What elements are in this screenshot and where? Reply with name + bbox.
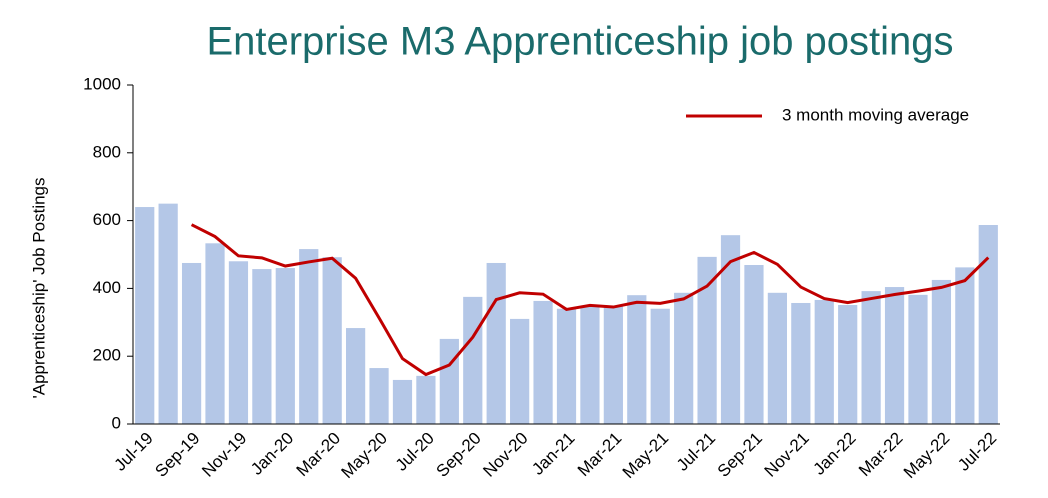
y-tick-label: 400	[93, 278, 121, 297]
y-tick-label: 600	[93, 210, 121, 229]
bar	[205, 243, 225, 424]
x-tick-label: Jul-20	[392, 429, 438, 475]
bar	[346, 328, 366, 424]
x-tick-label: Sep-19	[151, 429, 203, 481]
bar	[275, 268, 295, 424]
y-tick-label: 800	[93, 142, 121, 161]
y-tick-label: 0	[112, 413, 121, 432]
x-tick-label: Sep-20	[433, 429, 485, 481]
bar	[674, 292, 694, 424]
bar	[158, 203, 178, 424]
bar	[744, 265, 764, 424]
line	[190, 223, 990, 377]
bar	[486, 262, 506, 424]
x-tick-label: May-21	[619, 429, 673, 483]
x-tick-label: Mar-20	[293, 429, 345, 481]
bar	[533, 300, 553, 424]
bar	[463, 296, 483, 424]
bar	[299, 249, 319, 424]
x-tick-label: Nov-20	[479, 429, 531, 481]
bar	[580, 306, 600, 424]
bar	[978, 225, 998, 424]
x-tick-label: Nov-19	[198, 429, 250, 481]
x-tick-label: May-20	[338, 429, 392, 483]
x-tick-label: Mar-22	[855, 429, 907, 481]
bar	[556, 308, 577, 424]
x-tick-label: May-22	[900, 429, 954, 483]
bar	[392, 379, 413, 424]
bar	[439, 338, 459, 424]
bar	[627, 295, 647, 424]
x-tick-label: Jan-20	[247, 429, 297, 479]
bar	[884, 287, 905, 424]
x-tick-label: Mar-21	[574, 429, 626, 481]
y-tick-label: 200	[93, 346, 121, 365]
bar	[791, 302, 811, 424]
bar	[720, 235, 741, 424]
x-tick-label: Jan-21	[528, 429, 578, 479]
bar	[228, 261, 249, 424]
bar	[955, 267, 975, 424]
bar	[416, 375, 436, 424]
x-tick-label: Sep-21	[714, 429, 766, 481]
bar	[908, 294, 928, 424]
x-tick-label: Jul-22	[954, 429, 1000, 475]
bar	[931, 279, 952, 424]
bar	[650, 308, 670, 424]
y-axis-label: 'Apprenticeship' Job Postings	[29, 177, 48, 398]
x-tick-label: Jul-21	[673, 429, 719, 475]
bar	[838, 305, 858, 424]
x-tick-label: Jan-22	[809, 429, 859, 479]
bar	[767, 292, 787, 424]
bar	[135, 207, 155, 424]
bar	[369, 368, 389, 424]
bar	[814, 299, 834, 424]
y-tick-label: 1000	[83, 74, 121, 93]
x-tick-label: Nov-21	[761, 429, 813, 481]
bar	[252, 269, 272, 424]
chart-title: Enterprise M3 Apprenticeship job posting…	[206, 20, 953, 64]
legend-label: 3 month moving average	[782, 105, 969, 124]
bar	[861, 291, 881, 424]
bar	[181, 262, 202, 424]
bar	[697, 256, 717, 424]
bar	[510, 318, 530, 424]
bar	[603, 306, 623, 424]
bar	[322, 257, 342, 424]
x-tick-label: Jul-19	[111, 429, 157, 475]
